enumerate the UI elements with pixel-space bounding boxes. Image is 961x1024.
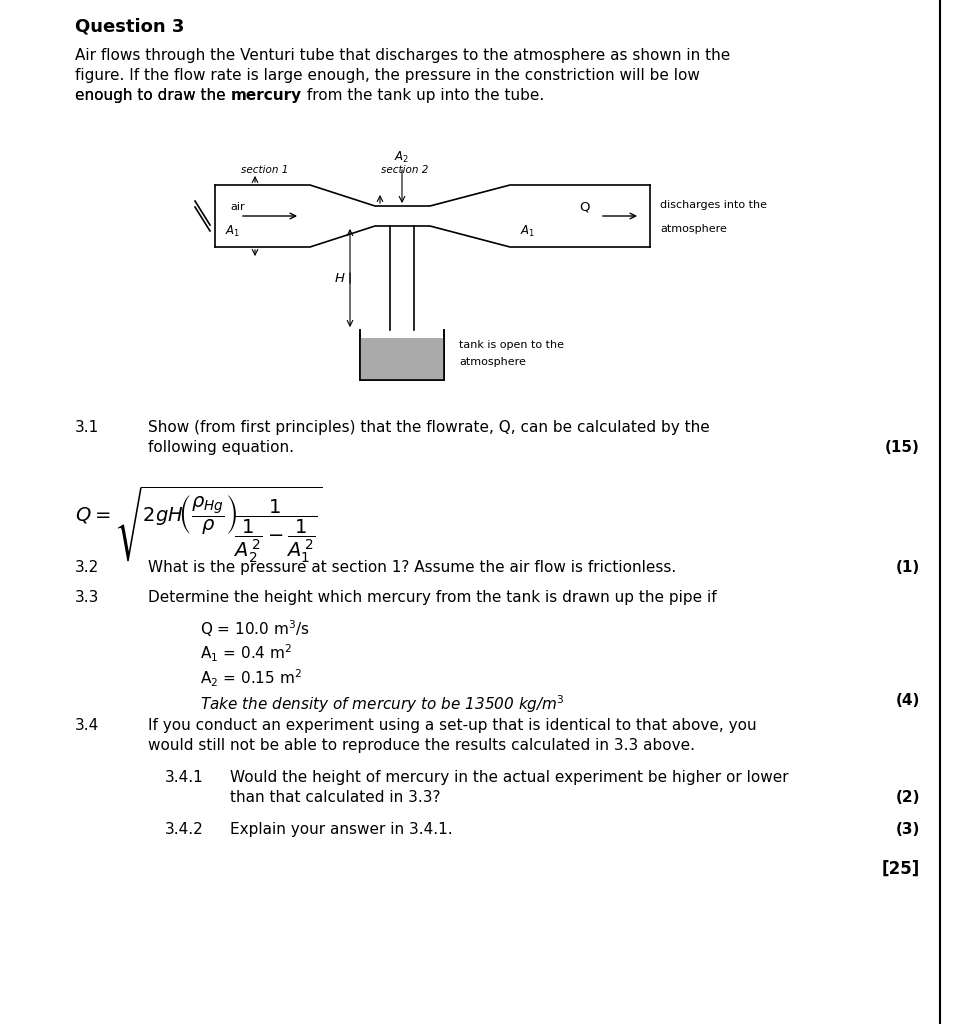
Text: Explain your answer in 3.4.1.: Explain your answer in 3.4.1. [230, 822, 453, 837]
Bar [359, 338, 444, 380]
Text: 3.3: 3.3 [75, 590, 99, 605]
Text: atmosphere: atmosphere [458, 357, 526, 367]
Text: would still not be able to reproduce the results calculated in 3.3 above.: would still not be able to reproduce the… [148, 738, 694, 753]
Text: 3.4.1: 3.4.1 [165, 770, 204, 785]
Text: mercury: mercury [231, 88, 302, 103]
Text: $A_1$: $A_1$ [225, 224, 240, 239]
Text: discharges into the: discharges into the [659, 200, 766, 210]
Text: $Q = \sqrt{2gH\!\left(\dfrac{\rho_{Hg}}{\rho}\right)\!\dfrac{1}{\dfrac{1}{A_2^{\: $Q = \sqrt{2gH\!\left(\dfrac{\rho_{Hg}}{… [75, 485, 322, 565]
Text: 3.4: 3.4 [75, 718, 99, 733]
Text: 3.4.2: 3.4.2 [165, 822, 204, 837]
Text: section 1: section 1 [241, 165, 288, 175]
Text: following equation.: following equation. [148, 440, 294, 455]
Text: What is the pressure at section 1? Assume the air flow is frictionless.: What is the pressure at section 1? Assum… [148, 560, 676, 575]
Text: than that calculated in 3.3?: than that calculated in 3.3? [230, 790, 440, 805]
Text: air: air [230, 202, 244, 212]
Text: (2): (2) [895, 790, 919, 805]
Text: $A_2$: $A_2$ [394, 150, 409, 165]
Text: (1): (1) [895, 560, 919, 575]
Text: 3.2: 3.2 [75, 560, 99, 575]
Text: section 2: section 2 [381, 165, 429, 175]
Text: [25]: [25] [881, 860, 919, 878]
Text: figure. If the flow rate is large enough, the pressure in the constriction will : figure. If the flow rate is large enough… [75, 68, 700, 83]
Text: from the tank up into the tube.: from the tank up into the tube. [302, 88, 543, 103]
Text: (15): (15) [884, 440, 919, 455]
Text: atmosphere: atmosphere [659, 224, 727, 234]
Text: Would the height of mercury in the actual experiment be higher or lower: Would the height of mercury in the actua… [230, 770, 788, 785]
Text: (3): (3) [895, 822, 919, 837]
Text: Q = 10.0 m$^3$/s: Q = 10.0 m$^3$/s [200, 618, 309, 639]
Text: enough to draw the: enough to draw the [75, 88, 231, 103]
Text: H: H [334, 271, 345, 285]
Text: Q: Q [579, 200, 590, 213]
Text: A$_2$ = 0.15 m$^2$: A$_2$ = 0.15 m$^2$ [200, 668, 302, 689]
Text: A$_1$ = 0.4 m$^2$: A$_1$ = 0.4 m$^2$ [200, 643, 292, 665]
Text: Air flows through the Venturi tube that discharges to the atmosphere as shown in: Air flows through the Venturi tube that … [75, 48, 729, 63]
Text: 3.1: 3.1 [75, 420, 99, 435]
Text: Take the density of mercury to be 13500 kg/m$^3$: Take the density of mercury to be 13500 … [200, 693, 564, 715]
Text: enough to draw the: enough to draw the [75, 88, 231, 103]
Text: tank is open to the: tank is open to the [458, 340, 563, 350]
Text: $A_1$: $A_1$ [520, 224, 534, 239]
Text: Determine the height which mercury from the tank is drawn up the pipe if: Determine the height which mercury from … [148, 590, 716, 605]
Text: Question 3: Question 3 [75, 18, 185, 36]
Text: (4): (4) [895, 693, 919, 708]
Text: Show (from first principles) that the flowrate, Q, can be calculated by the: Show (from first principles) that the fl… [148, 420, 709, 435]
Text: If you conduct an experiment using a set-up that is identical to that above, you: If you conduct an experiment using a set… [148, 718, 756, 733]
